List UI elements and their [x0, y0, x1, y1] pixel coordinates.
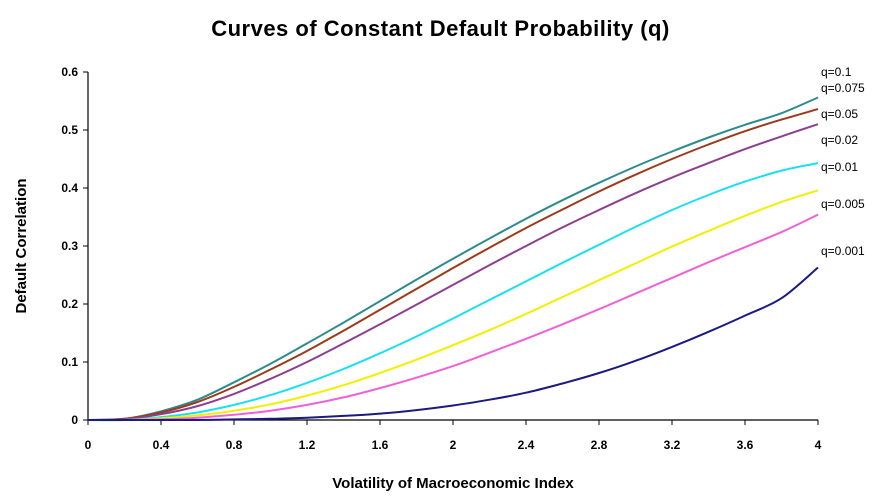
x-tick-label: 2	[450, 438, 457, 452]
series-group	[87, 96, 819, 422]
y-tick-label: 0.3	[61, 239, 78, 253]
series-line	[87, 123, 819, 422]
x-tick-label: 1.6	[372, 438, 389, 452]
y-axis-label: Default Correlation	[13, 178, 30, 313]
series-label: q=0.05	[821, 107, 858, 121]
y-tick-label: 0	[71, 413, 78, 427]
series-line	[87, 96, 819, 421]
series-label: q=0.001	[821, 244, 865, 258]
axes: 0 0.1 0.2 0.3 0.4 0.5 0.6 0 0.4 0.8 1.2 1.6 2 2.4 2.8 3…	[61, 65, 821, 452]
series-label: q=0.1	[821, 65, 852, 79]
x-tick-label: 0	[85, 438, 92, 452]
y-tick-label: 0.2	[61, 297, 78, 311]
x-tick-label: 0.4	[153, 438, 170, 452]
y-tick-label: 0.5	[61, 123, 78, 137]
x-tick-label: 3.2	[664, 438, 681, 452]
y-tick-label: 0.4	[61, 181, 78, 195]
series-line	[87, 189, 819, 422]
chart-title: Curves of Constant Default Probability (…	[211, 16, 670, 41]
series-label: q=0.02	[821, 133, 858, 147]
series-label: q=0.075	[821, 81, 865, 95]
series-line	[87, 213, 819, 422]
y-tick-label: 0.1	[61, 355, 78, 369]
series-label: q=0.01	[821, 160, 858, 174]
x-tick-label: 1.2	[299, 438, 316, 452]
x-tick-label: 4	[815, 438, 822, 452]
series-labels: q=0.1 q=0.075 q=0.05 q=0.02 q=0.01 q=0.005 q=0…	[821, 65, 865, 258]
series-line	[87, 162, 819, 422]
x-tick-label: 0.8	[226, 438, 243, 452]
x-tick-label: 3.6	[737, 438, 754, 452]
y-tick-label: 0.6	[61, 65, 78, 79]
x-tick-label: 2.4	[518, 438, 535, 452]
series-line	[87, 266, 819, 422]
series-label: q=0.005	[821, 197, 865, 211]
x-tick-label: 2.8	[591, 438, 608, 452]
series-line	[87, 108, 819, 421]
x-axis-label: Volatility of Macroeconomic Index	[332, 475, 574, 492]
